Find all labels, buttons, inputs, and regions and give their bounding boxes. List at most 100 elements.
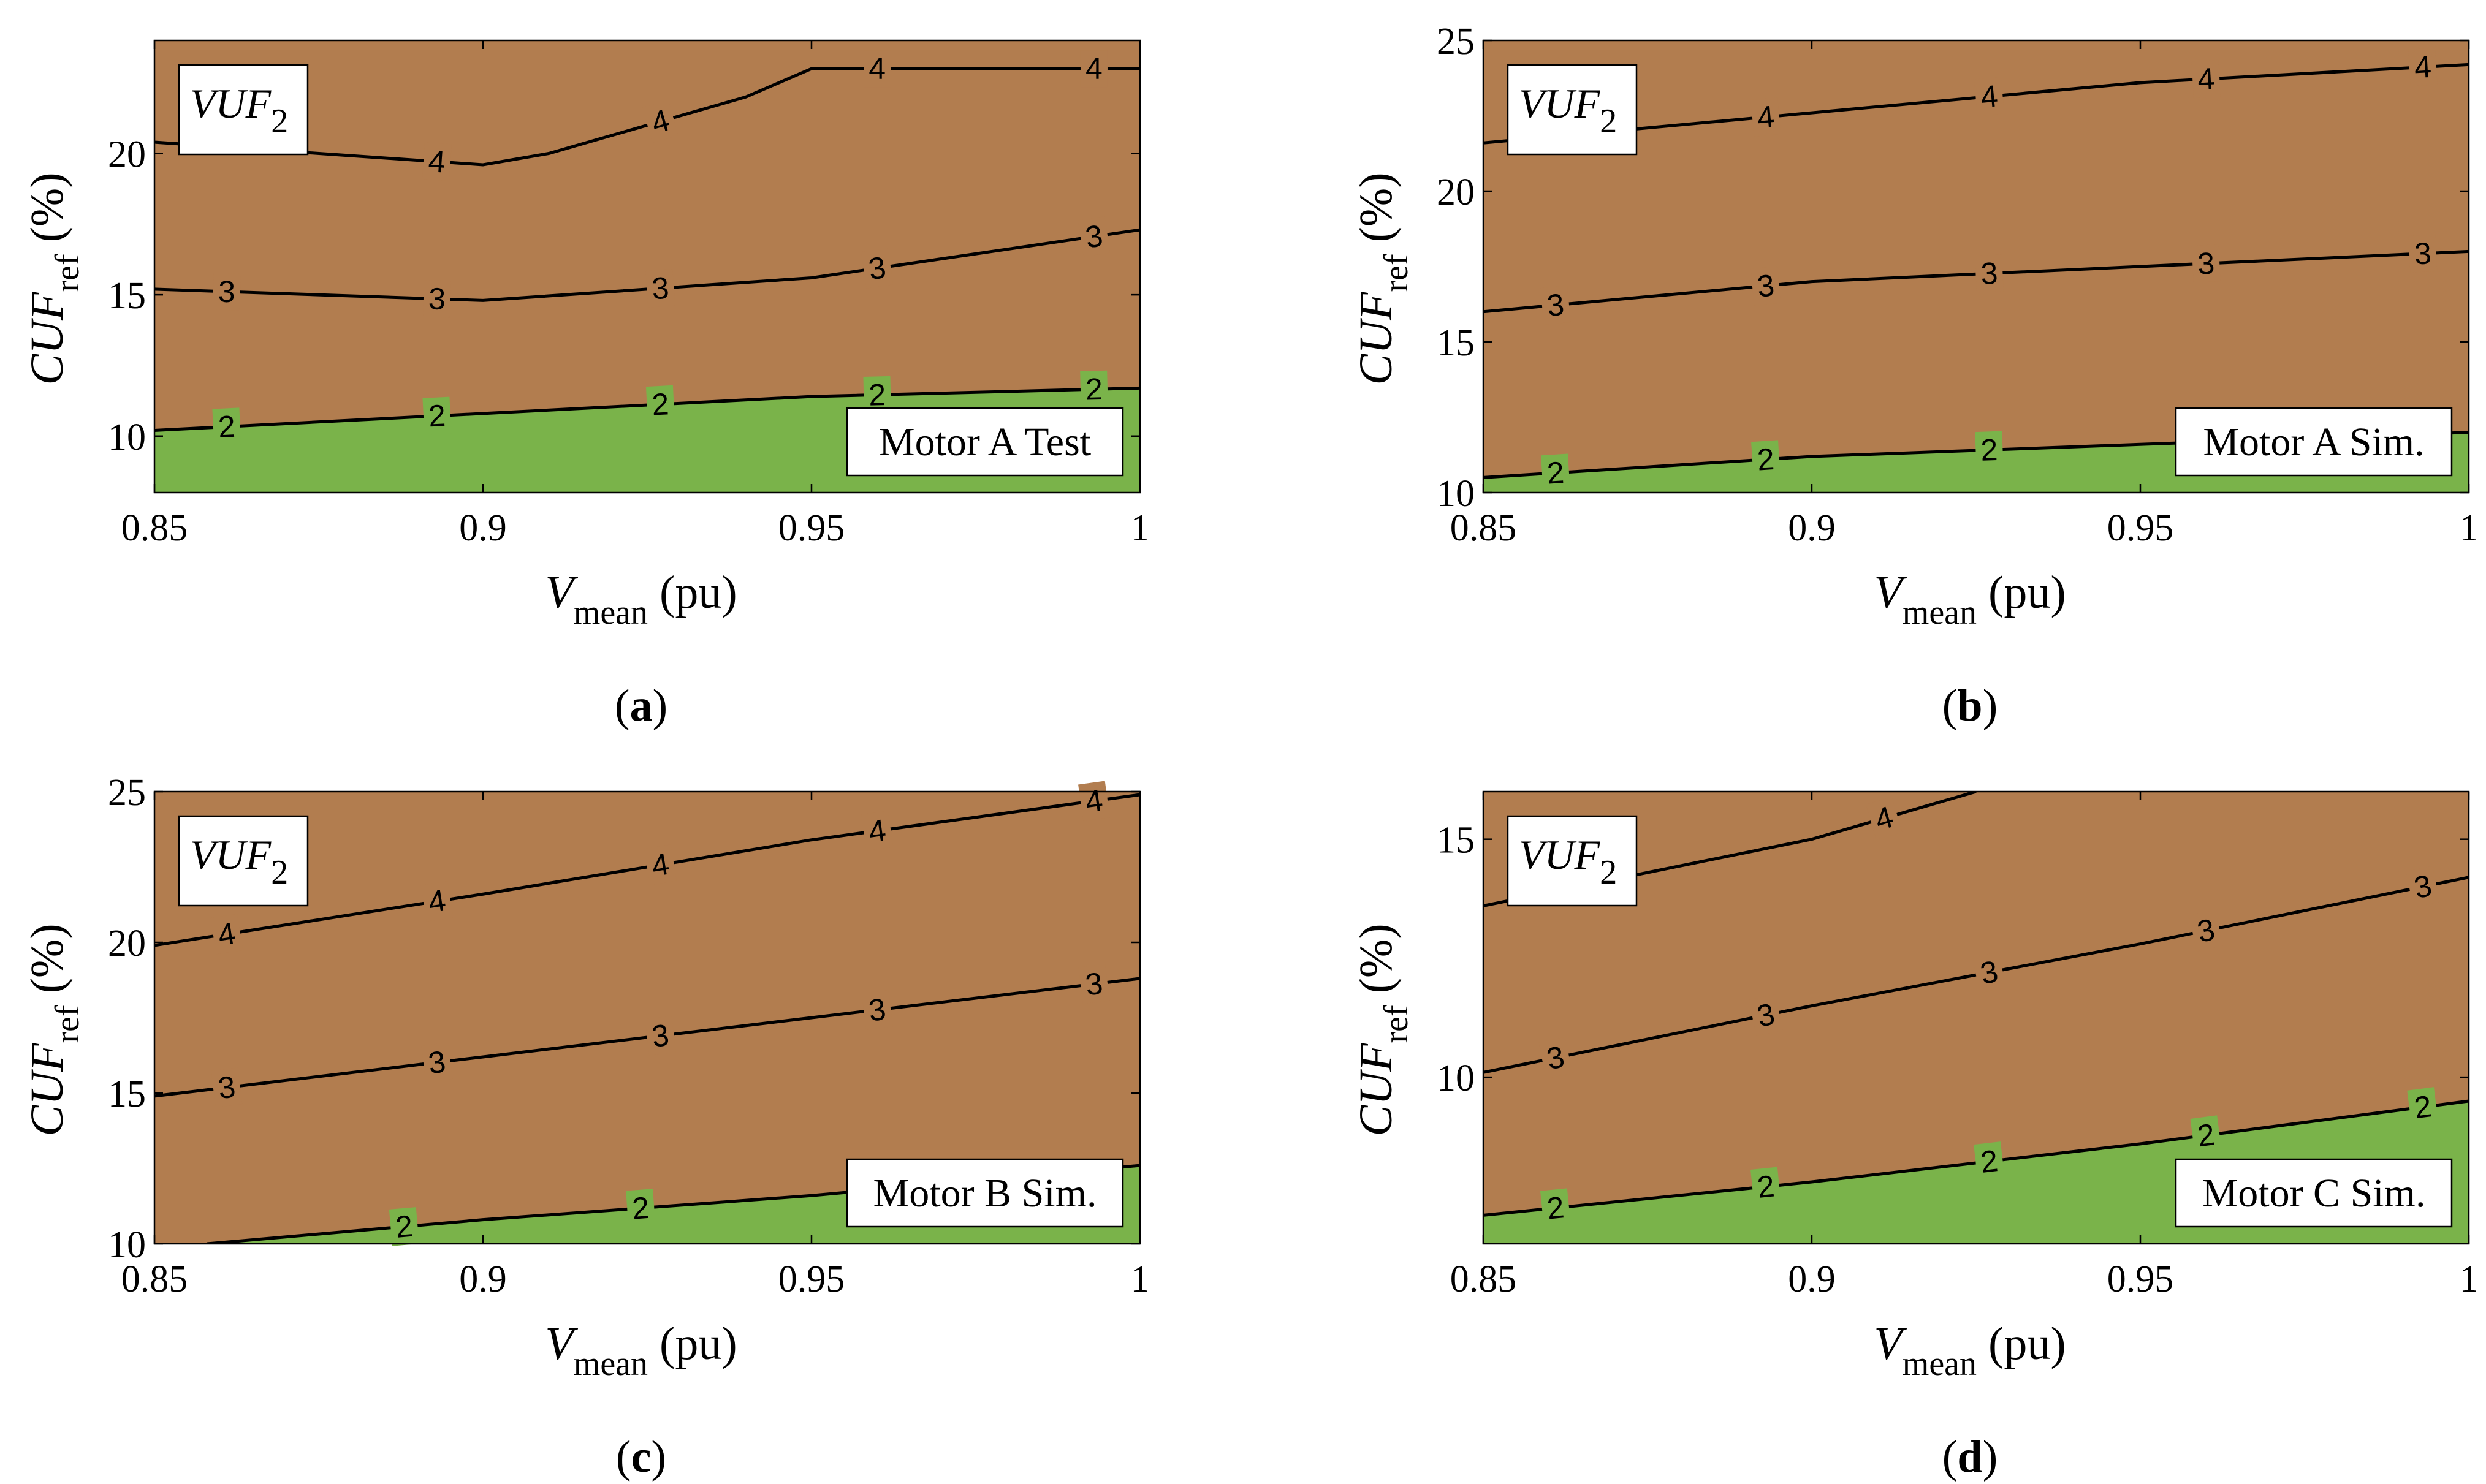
contour-level-text: 2 (631, 1191, 650, 1226)
legend-title: VUF2 (1519, 80, 1617, 140)
contour-level-text: 2 (1546, 455, 1565, 491)
contour-label-3: 3 (212, 273, 241, 311)
motor-label: Motor B Sim. (873, 1171, 1097, 1216)
y-tick-label: 20 (108, 134, 146, 176)
contour-label-4: 4 (2408, 48, 2438, 86)
legend-box: VUF2 (1507, 815, 1638, 907)
x-tick-label: 0.9 (1788, 507, 1836, 549)
motor-label-box: Motor A Test (846, 407, 1124, 477)
contour-label-3: 3 (645, 1016, 676, 1056)
motor-label: Motor C Sim. (2202, 1171, 2426, 1216)
contour-label-3: 3 (1538, 1037, 1573, 1079)
contour-level-text: 4 (1085, 51, 1103, 86)
x-tick-label: 0.85 (121, 1259, 188, 1300)
contour-level-text: 2 (218, 409, 237, 444)
contour-level-text: 2 (1755, 1168, 1776, 1205)
contour-label-2: 2 (1540, 1188, 1571, 1228)
contour-label-4: 4 (642, 100, 679, 143)
legend-box: VUF2 (178, 64, 309, 156)
contour-level-text: 3 (427, 1044, 447, 1080)
contour-label-3: 3 (1078, 216, 1111, 257)
x-axis-label: Vmean (pu) (1874, 1318, 2066, 1383)
contour-label-4: 4 (422, 142, 452, 181)
x-tick-label: 0.85 (121, 507, 188, 549)
contour-label-4: 4 (1866, 797, 1903, 840)
axes-frame (153, 39, 1141, 494)
legend-title: VUF2 (190, 80, 288, 140)
contour-label-3: 3 (1540, 286, 1571, 325)
y-tick-label: 20 (108, 923, 146, 964)
contour-level-text: 4 (1979, 78, 1999, 114)
axes-frame (1482, 790, 2470, 1245)
contour-label-3: 3 (1972, 952, 2006, 993)
contour-label-2: 2 (1751, 440, 1781, 479)
contour-level-text: 3 (2197, 246, 2215, 281)
contour-label-2: 2 (2190, 1115, 2222, 1156)
x-axis-label: Vmean (pu) (545, 1318, 737, 1383)
axes-frame (1482, 39, 2470, 494)
contour-label-3: 3 (2191, 244, 2221, 283)
contour-label-3: 3 (2189, 910, 2223, 952)
panel-letter: (d) (1942, 1432, 1998, 1482)
contour-level-text: 2 (869, 377, 886, 412)
contour-label-3: 3 (861, 248, 894, 289)
x-tick-label: 0.95 (2107, 1259, 2174, 1300)
contour-level-text: 2 (428, 398, 447, 433)
panel-letter: (a) (615, 681, 667, 731)
contour-level-text: 2 (1545, 1190, 1565, 1226)
y-axis-label: CUFref (%) (21, 172, 86, 385)
contour-label-3: 3 (861, 990, 893, 1030)
y-tick-label: 20 (1437, 172, 1475, 213)
contour-label-4: 4 (210, 914, 243, 955)
contour-label-3: 3 (211, 1067, 243, 1108)
y-tick-label: 25 (1437, 21, 1475, 62)
legend-box: VUF2 (178, 815, 309, 907)
contour-label-3: 3 (1750, 266, 1781, 306)
contour-level-text: 2 (1979, 1143, 1999, 1179)
y-tick-label: 15 (1437, 322, 1475, 364)
motor-label-box: Motor B Sim. (846, 1158, 1124, 1228)
contour-label-2: 2 (645, 385, 675, 424)
contour-level-text: 3 (1546, 287, 1566, 323)
legend-box: VUF2 (1507, 64, 1638, 156)
contour-level-text: 3 (651, 271, 671, 306)
contour-label-4: 4 (2191, 59, 2221, 99)
contour-label-2: 2 (212, 407, 241, 446)
contour-label-3: 3 (2406, 866, 2440, 907)
motor-label: Motor A Test (879, 420, 1091, 464)
y-tick-label: 10 (1437, 1058, 1475, 1099)
contour-label-2: 2 (1750, 1167, 1781, 1206)
contour-label-3: 3 (645, 268, 675, 308)
contour-level-text: 3 (650, 1018, 671, 1054)
x-tick-label: 1 (2460, 507, 2479, 549)
contour-label-4: 4 (1750, 97, 1781, 137)
contour-label-2: 2 (389, 1207, 419, 1246)
panel-c: 2 2 3 3 3 3 3 4 4 4 4 4 0.85 0.9 0.95 1 10 15 20 25 Vmean (p… (21, 772, 1150, 1482)
contour-label-3: 3 (1749, 994, 1783, 1036)
y-axis-label: CUFref (%) (1350, 172, 1415, 385)
motor-label-box: Motor A Sim. (2175, 407, 2453, 477)
contour-level-text: 3 (1980, 256, 1998, 291)
motor-label-box: Motor C Sim. (2175, 1158, 2453, 1228)
contour-label-2: 2 (1974, 1141, 2005, 1181)
contour-level-text: 3 (216, 1069, 237, 1105)
x-tick-label: 0.85 (1450, 1259, 1517, 1300)
contour-label-3: 3 (2408, 234, 2438, 273)
panel-b: 222223333344440.850.90.95110152025Vmean … (1350, 21, 2479, 731)
y-tick-label: 15 (1437, 820, 1475, 861)
contour-label-4: 4 (644, 844, 677, 885)
panel-letter: (c) (616, 1432, 666, 1482)
contour-level-text: 2 (394, 1209, 414, 1244)
contour-label-2: 2 (1975, 431, 2004, 469)
legend-title: VUF2 (1519, 831, 1617, 892)
contour-level-text: 3 (1084, 966, 1104, 1002)
contour-label-4: 4 (1078, 781, 1110, 821)
x-tick-label: 1 (1131, 1259, 1150, 1300)
x-tick-label: 1 (2460, 1259, 2479, 1300)
contour-level-text: 4 (2197, 61, 2216, 96)
contour-level-text: 4 (869, 51, 886, 86)
panel-a: 2 2 2 2 2 3 3 3 3 3 4 4 4 4 0.85 0.9 0.95 1 10 15 20 Vmean (p… (21, 39, 1150, 731)
contour-label-4: 4 (864, 50, 891, 88)
contour-level-text: 2 (1980, 433, 1999, 468)
